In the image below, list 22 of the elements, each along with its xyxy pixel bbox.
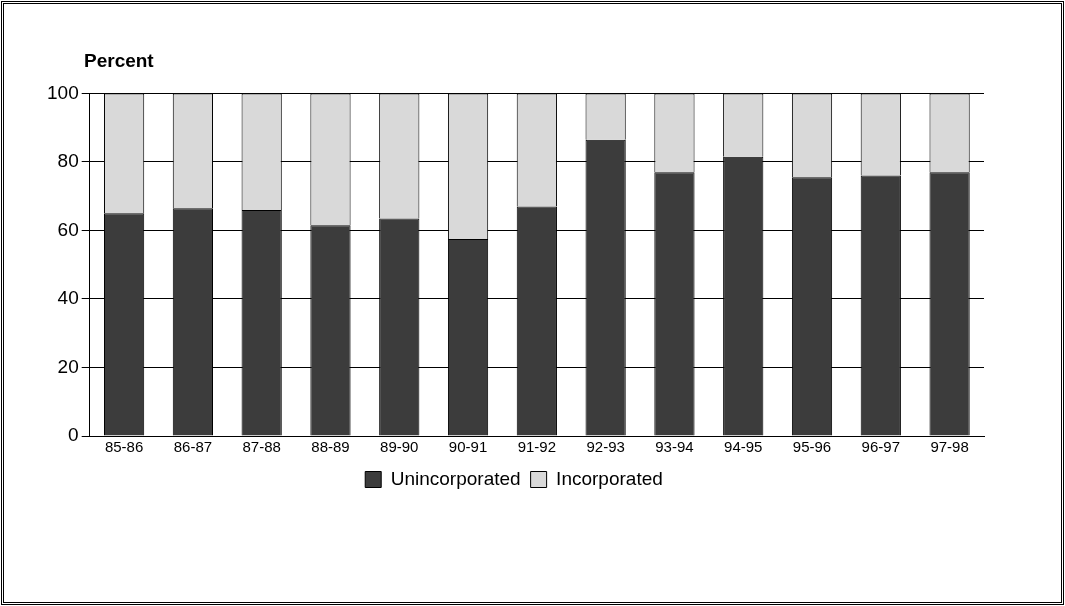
legend-label: Incorporated [556, 467, 663, 489]
x-tick-label: 95-96 [792, 438, 832, 456]
x-tick-label: 91-92 [517, 438, 557, 456]
y-tick-label: 20 [57, 355, 79, 377]
y-tick-label: 0 [68, 424, 79, 446]
legend-label: Unincorporated [390, 467, 521, 489]
x-tick-label: 97-98 [930, 438, 969, 456]
y-tick-label: 40 [57, 287, 79, 309]
x-tick-label: 90-91 [448, 438, 488, 456]
y-tick-label: 80 [57, 150, 79, 172]
x-tick-label: 94-95 [724, 438, 763, 456]
x-tick-label: 85-86 [104, 438, 144, 456]
y-tick-label: 60 [57, 218, 79, 240]
x-tick-label: 89-90 [380, 438, 419, 456]
x-tick-label: 93-94 [655, 438, 694, 456]
y-tick-label: 100 [47, 81, 79, 103]
x-tick-label: 88-89 [311, 438, 350, 456]
y-axis-title: Percent [84, 50, 154, 72]
x-tick-label: 92-93 [586, 438, 625, 456]
x-tick-label: 86-87 [173, 438, 213, 456]
x-tick-label: 96-97 [861, 438, 900, 456]
x-tick-label: 87-88 [242, 438, 281, 456]
